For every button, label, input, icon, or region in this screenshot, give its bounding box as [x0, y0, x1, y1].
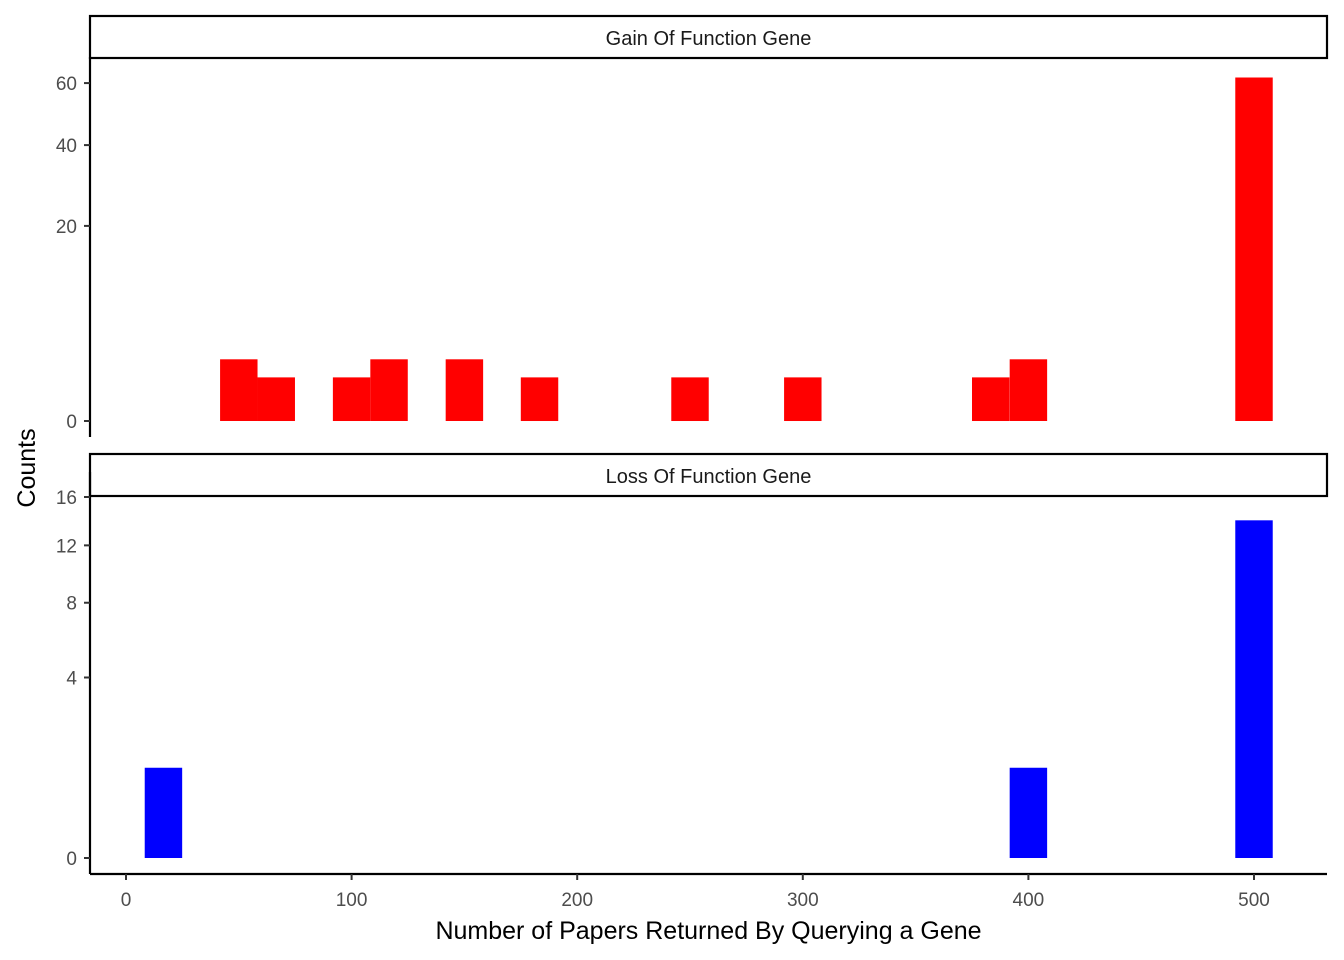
x-tick-label: 400	[1013, 890, 1045, 911]
histogram-bar	[520, 377, 559, 422]
facet-strip-gain	[88, 14, 1329, 60]
x-axis-title: Number of Papers Returned By Querying a …	[435, 917, 981, 945]
y-axis-title: Counts	[13, 428, 41, 507]
facet-label-gain: Gain Of Function Gene	[606, 28, 812, 50]
y-tick-label: 0	[66, 412, 77, 433]
x-tick-label: 500	[1238, 890, 1270, 911]
histogram-bar	[1235, 520, 1273, 858]
y-tick-label: 40	[56, 136, 77, 157]
histogram-bar	[784, 377, 822, 422]
histogram-bar	[445, 359, 484, 421]
histogram-bar	[332, 377, 371, 422]
x-tick-label: 100	[336, 890, 368, 911]
histogram-bar	[370, 359, 408, 421]
facet-label-loss: Loss Of Function Gene	[606, 466, 812, 488]
panel-loss-of-function	[144, 520, 1273, 858]
y-tick-label: 16	[56, 488, 77, 509]
histogram-bar	[671, 377, 709, 422]
y-tick-label: 20	[56, 217, 77, 238]
x-tick-label: 0	[121, 890, 132, 911]
histogram-bar	[1009, 767, 1048, 858]
x-tick-label: 200	[561, 890, 593, 911]
y-tick-label: 60	[56, 74, 77, 95]
histogram-bar	[1235, 77, 1273, 421]
y-axis-loss: 0 4 8 12 16	[56, 472, 92, 874]
panel-gain-of-function	[220, 77, 1273, 422]
y-tick-label: 4	[66, 669, 77, 690]
y-tick-label: 0	[66, 849, 77, 870]
histogram-bar	[257, 377, 295, 422]
histogram-bar	[220, 359, 258, 421]
histogram-bar	[1009, 359, 1048, 421]
y-axis-gain: 0 20 40 60	[56, 57, 92, 437]
histogram-bar	[144, 767, 183, 858]
y-tick-label: 12	[56, 536, 77, 557]
histogram-bar	[972, 377, 1010, 422]
x-tick-label: 300	[787, 890, 819, 911]
x-axis: 0 100 200 300 400 500	[90, 872, 1327, 911]
y-tick-label: 8	[66, 594, 77, 615]
